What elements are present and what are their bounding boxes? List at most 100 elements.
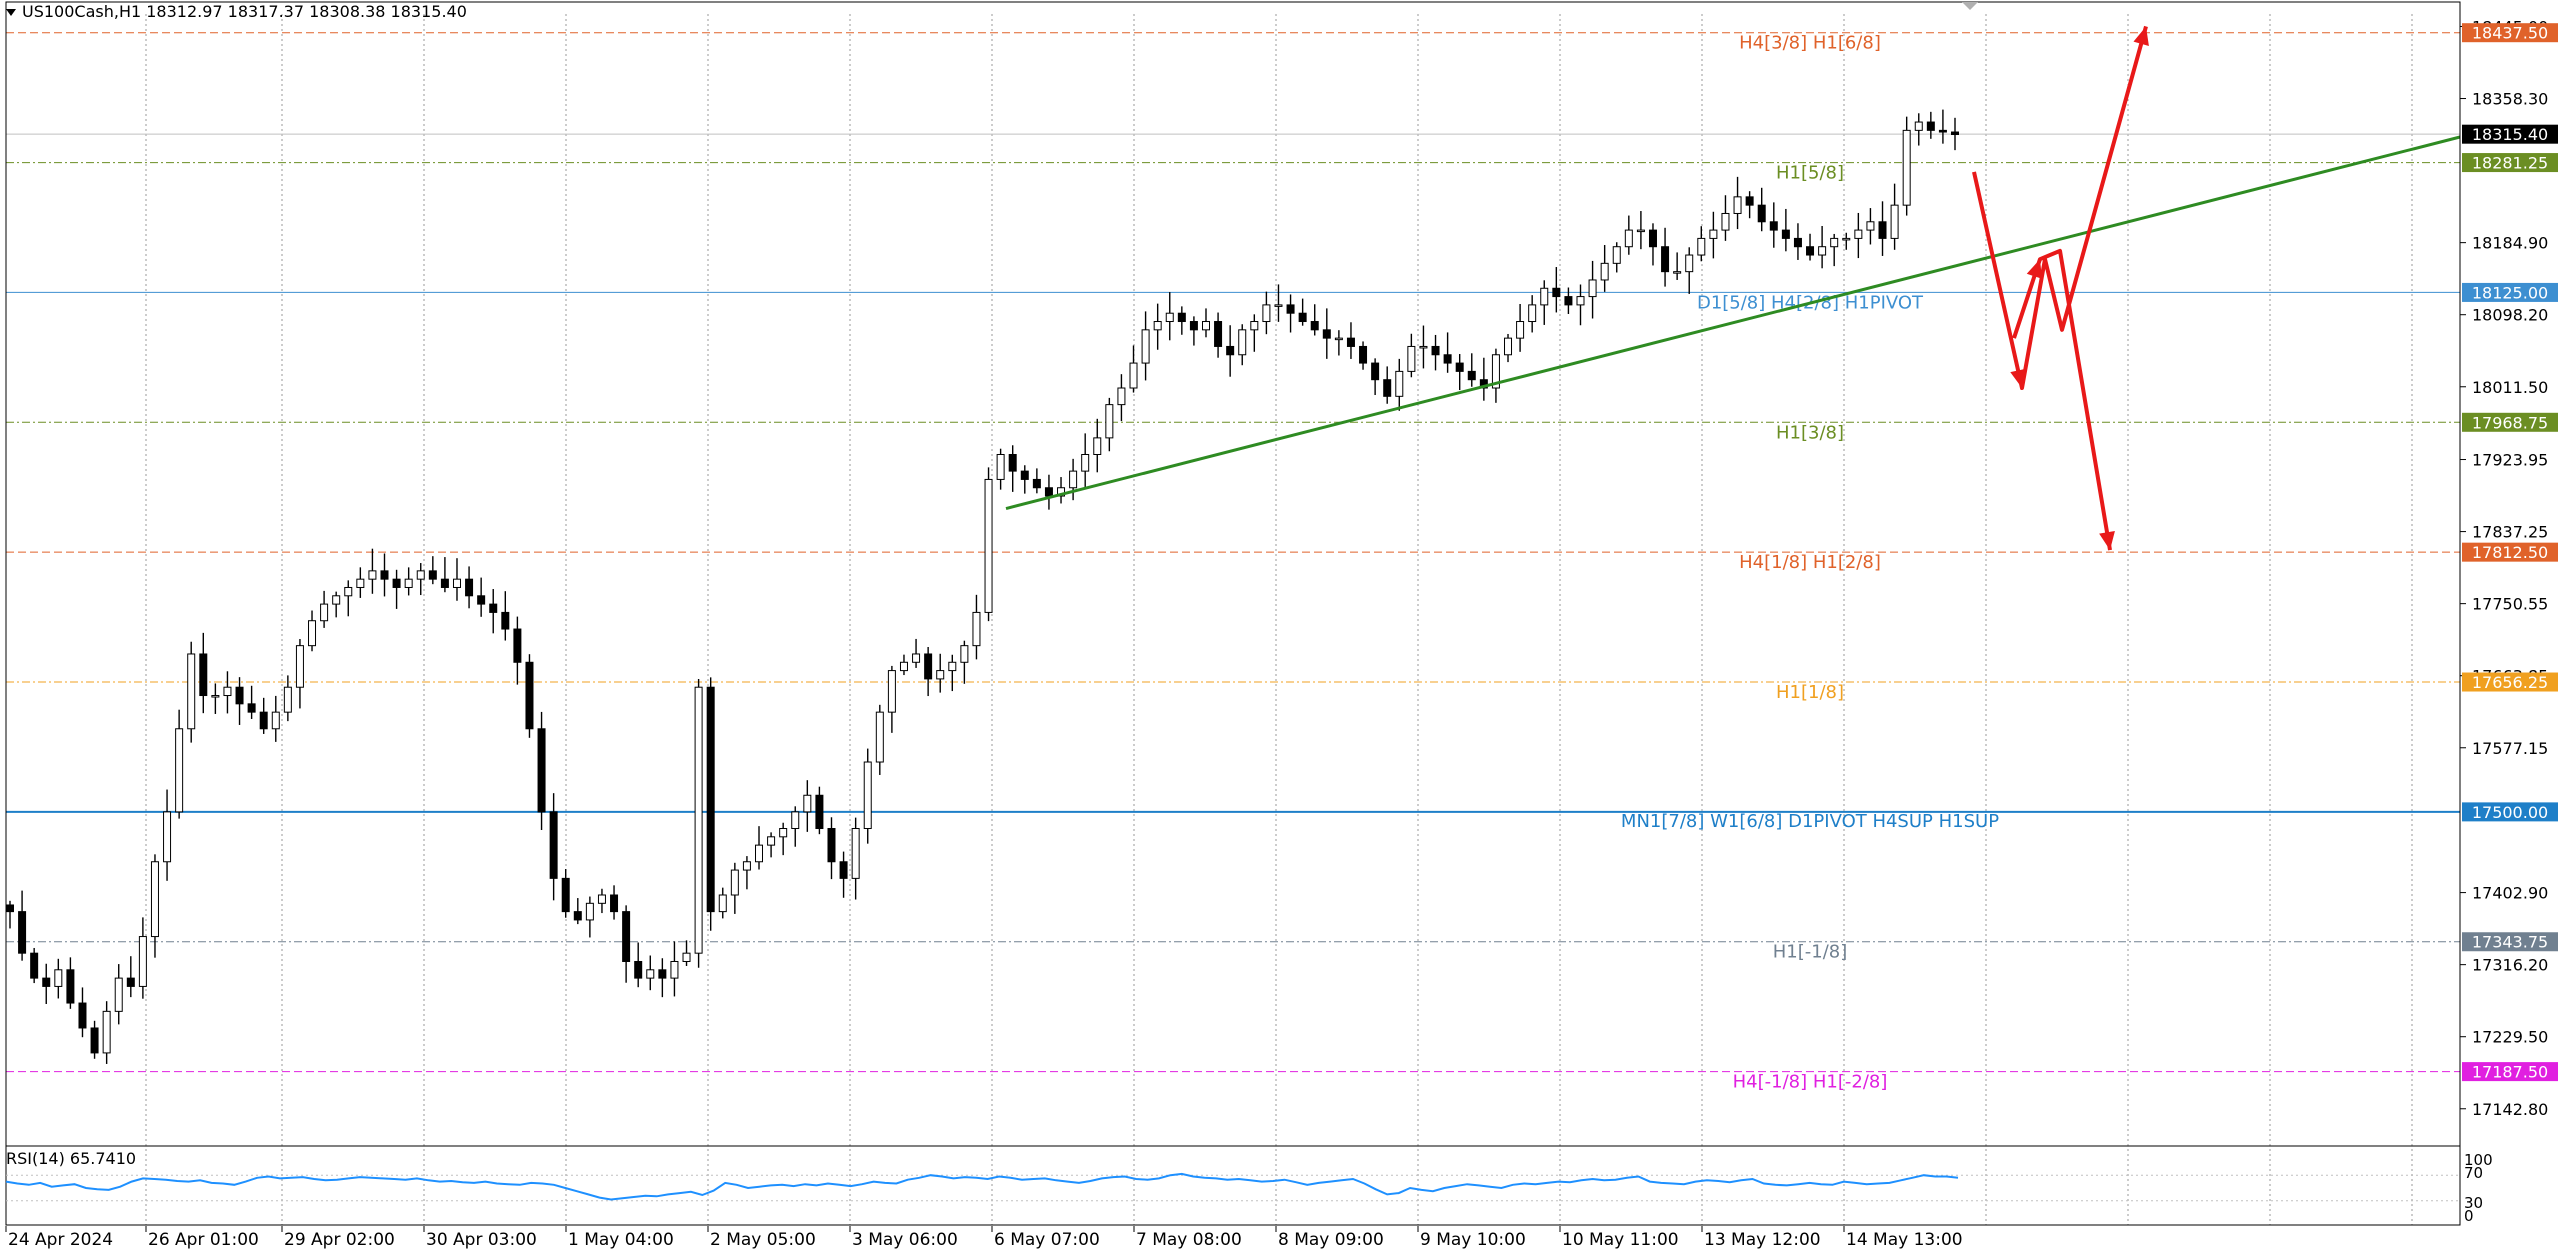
candle xyxy=(187,641,196,743)
candle-body xyxy=(66,969,75,1004)
candle xyxy=(1697,226,1706,262)
candle-body xyxy=(54,969,63,987)
candle-body xyxy=(742,861,751,871)
candle-body xyxy=(1479,379,1488,389)
candle-body xyxy=(1806,246,1815,256)
candle-body xyxy=(332,595,341,605)
candle-body xyxy=(924,653,933,680)
candle-body xyxy=(1141,329,1150,364)
candle xyxy=(1830,233,1839,267)
candle-body xyxy=(175,728,184,813)
candle-body xyxy=(585,902,594,921)
candle-body xyxy=(1467,370,1476,381)
candle-body xyxy=(851,828,860,879)
candle xyxy=(1745,191,1754,219)
arrow-bounce-head-icon xyxy=(2026,259,2042,279)
arrow-up-head-icon xyxy=(2133,26,2149,46)
candle-body xyxy=(1069,470,1078,489)
candle xyxy=(984,467,993,622)
candle xyxy=(114,964,123,1025)
candle-body xyxy=(477,595,486,605)
symbol-label: US100Cash,H1 xyxy=(22,2,142,21)
candle-body xyxy=(875,711,884,763)
candle-body xyxy=(1914,121,1923,131)
candle-body xyxy=(1938,129,1947,133)
candle-body xyxy=(308,620,317,647)
candle-body xyxy=(1648,229,1657,248)
candle-body xyxy=(1189,321,1198,331)
candle xyxy=(1806,233,1815,261)
chart-shift-icon xyxy=(1962,2,1978,10)
candle-body xyxy=(1226,345,1235,356)
candle-body xyxy=(1588,279,1597,298)
candle xyxy=(1902,116,1911,216)
candle xyxy=(223,671,232,714)
candle xyxy=(416,563,425,596)
price-tick-label: 17577.15 xyxy=(2472,739,2548,758)
candle xyxy=(1322,308,1331,359)
candle xyxy=(815,786,824,835)
grid xyxy=(145,14,2413,1225)
price-tick-label: 18358.30 xyxy=(2472,90,2548,109)
candle-body xyxy=(1371,362,1380,381)
candle-body xyxy=(1781,229,1790,239)
candle xyxy=(138,917,147,999)
candle xyxy=(1250,314,1259,352)
candle xyxy=(646,955,655,991)
candle-body xyxy=(899,661,908,672)
candle xyxy=(1117,374,1126,422)
candle xyxy=(1709,211,1718,259)
candle-body xyxy=(102,1010,111,1054)
time-tick-label: 6 May 07:00 xyxy=(994,1230,1100,1250)
candle xyxy=(163,789,172,881)
candle xyxy=(1286,294,1295,333)
price-tag-label: 17500.00 xyxy=(2472,803,2548,822)
candle xyxy=(549,793,558,901)
candle-body xyxy=(815,794,824,830)
candle-body xyxy=(767,836,776,846)
candle-body xyxy=(694,686,703,954)
candle-body xyxy=(1153,321,1162,331)
candle xyxy=(1673,252,1682,280)
candle-body xyxy=(6,904,14,913)
candle xyxy=(1310,304,1319,336)
candle xyxy=(1032,468,1041,494)
candle-body xyxy=(658,969,667,979)
candle xyxy=(247,685,256,719)
time-tick-label: 29 Apr 02:00 xyxy=(284,1230,395,1250)
candle-body xyxy=(428,570,437,580)
candle-body xyxy=(114,977,123,1012)
candle xyxy=(561,869,570,918)
candle-body xyxy=(1685,254,1694,273)
candle xyxy=(1588,260,1597,319)
candle xyxy=(1419,325,1428,369)
candle xyxy=(682,940,691,966)
price-tick-label: 17402.90 xyxy=(2472,884,2548,903)
projection-path-down xyxy=(2012,248,2112,551)
candle-body xyxy=(1491,354,1500,389)
candle-body xyxy=(1286,304,1295,314)
candle xyxy=(1407,333,1416,378)
candle xyxy=(1576,284,1585,326)
candle xyxy=(1540,280,1549,325)
time-tick-label: 1 May 04:00 xyxy=(568,1230,674,1250)
price-axis: 18445.0018358.3018184.9018098.2018011.50… xyxy=(2460,17,2558,1119)
candle xyxy=(1793,223,1802,260)
candle xyxy=(440,557,449,593)
dropdown-triangle-icon[interactable] xyxy=(6,9,16,16)
murrey-levels: H4[3/8] H1[6/8]H1[5/8]D1[5/8] H4[2/8] H1… xyxy=(6,32,2460,1093)
time-tick-label: 7 May 08:00 xyxy=(1136,1230,1242,1250)
time-tick-label: 24 Apr 2024 xyxy=(8,1230,113,1250)
rsi-scale-label: 30 xyxy=(2464,1194,2483,1212)
price-tag-label: 17968.75 xyxy=(2472,413,2548,432)
candle-body xyxy=(489,603,498,613)
candle xyxy=(42,963,51,1004)
candle xyxy=(960,640,969,684)
rsi-frame xyxy=(5,1145,2461,1226)
candle xyxy=(1685,247,1694,294)
candle xyxy=(936,653,945,693)
price-tag xyxy=(2462,1062,2558,1082)
price-tag-label: 17343.75 xyxy=(2472,933,2548,952)
